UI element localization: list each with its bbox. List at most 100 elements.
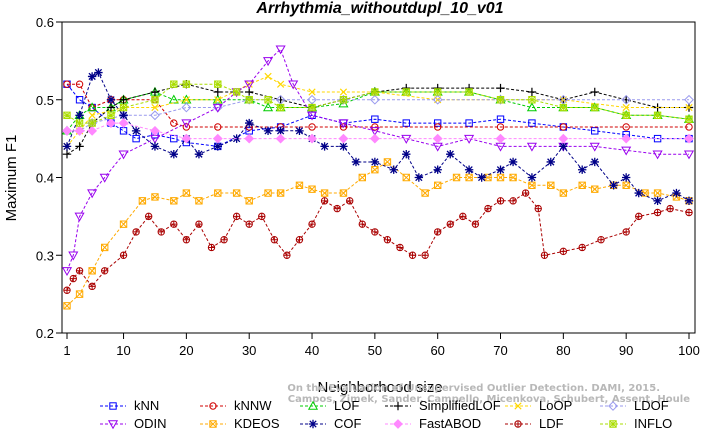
- data-point: [393, 401, 403, 411]
- data-point: [685, 103, 693, 112]
- series-COF: [62, 68, 694, 206]
- data-point: [264, 189, 272, 197]
- data-point: [244, 80, 255, 90]
- data-point: [62, 142, 72, 151]
- data-point: [88, 111, 96, 119]
- data-point: [622, 111, 630, 119]
- data-point: [75, 111, 84, 120]
- data-point: [170, 197, 178, 205]
- data-point: [464, 165, 474, 174]
- legend-item: kNNW: [200, 398, 272, 413]
- data-point: [559, 189, 568, 197]
- data-point: [150, 87, 160, 97]
- data-point: [408, 251, 417, 259]
- legend-item: COF: [300, 416, 362, 431]
- data-point: [109, 402, 117, 410]
- x-tick-label: 30: [242, 343, 256, 358]
- data-point: [283, 251, 291, 259]
- data-point: [245, 220, 253, 228]
- data-point: [88, 267, 96, 275]
- data-point: [220, 236, 228, 244]
- x-tick-label: 1: [63, 343, 70, 358]
- data-point: [528, 119, 536, 127]
- data-point: [244, 133, 255, 144]
- data-point: [213, 142, 222, 151]
- data-point: [119, 220, 128, 228]
- data-point: [119, 111, 128, 120]
- data-point: [270, 236, 279, 244]
- data-point: [308, 88, 316, 96]
- y-tick-label: 0.4: [36, 171, 54, 186]
- data-point: [88, 119, 96, 127]
- data-point: [452, 173, 461, 182]
- data-point: [496, 83, 505, 93]
- data-point: [87, 189, 98, 199]
- series-line: [66, 48, 689, 271]
- data-point: [666, 204, 674, 213]
- data-point: [150, 125, 160, 136]
- data-point: [402, 149, 411, 159]
- data-point: [107, 111, 115, 119]
- data-point: [339, 96, 348, 104]
- x-axis-label: Neighborhood size: [317, 379, 442, 396]
- data-point: [308, 419, 318, 429]
- data-point: [496, 197, 505, 205]
- y-tick-label: 0.6: [36, 15, 54, 30]
- data-point: [338, 133, 349, 144]
- data-point: [320, 197, 329, 205]
- legend-label: kNN: [134, 398, 159, 413]
- y-axis: 0.2 0.3 0.4 0.5 0.6: [36, 15, 62, 341]
- legend-label: LDOF: [634, 398, 669, 413]
- data-point: [258, 212, 266, 220]
- data-point: [590, 87, 599, 97]
- data-point: [465, 119, 473, 127]
- data-point: [232, 134, 241, 143]
- data-point: [509, 197, 517, 205]
- watermark-line-1: On the Evaluation of Unsupervised Outlie…: [287, 383, 660, 394]
- data-point: [181, 133, 192, 144]
- data-point: [74, 212, 85, 222]
- legend-item: KDEOS: [200, 416, 280, 431]
- data-point: [653, 208, 662, 217]
- data-point: [245, 96, 253, 104]
- legend-item: FastABOD: [385, 416, 481, 431]
- data-point: [371, 115, 379, 123]
- data-point: [245, 118, 254, 128]
- data-point: [75, 119, 84, 127]
- data-point: [635, 212, 643, 220]
- series-INFLO: [63, 80, 693, 127]
- data-point: [464, 134, 475, 144]
- data-point: [369, 127, 380, 137]
- data-point: [484, 204, 492, 213]
- data-point: [621, 146, 632, 156]
- data-point: [652, 150, 663, 160]
- data-point: [214, 123, 222, 131]
- series-line: [66, 192, 690, 291]
- series-line: [66, 91, 690, 132]
- data-point: [371, 166, 379, 174]
- data-point: [151, 103, 159, 112]
- data-point: [622, 103, 630, 112]
- legend-item: kNN: [100, 398, 159, 413]
- data-point: [622, 181, 630, 189]
- data-point: [308, 220, 316, 228]
- data-point: [209, 420, 217, 428]
- data-point: [558, 133, 569, 144]
- x-tick-label: 90: [619, 343, 633, 358]
- data-point: [591, 185, 599, 193]
- data-point: [684, 94, 694, 105]
- legend-label: LOF: [334, 398, 359, 413]
- data-point: [683, 150, 695, 160]
- data-point: [119, 103, 128, 112]
- data-point: [182, 189, 191, 197]
- legend-label: SimplifiedLOF: [419, 398, 501, 413]
- data-point: [465, 88, 473, 96]
- x-tick-label: 70: [493, 343, 507, 358]
- data-point: [684, 133, 694, 144]
- data-point: [150, 110, 160, 121]
- data-point: [465, 173, 473, 182]
- data-point: [685, 208, 693, 217]
- data-point: [119, 127, 128, 135]
- y-tick-label: 0.3: [36, 248, 54, 263]
- data-point: [214, 80, 222, 88]
